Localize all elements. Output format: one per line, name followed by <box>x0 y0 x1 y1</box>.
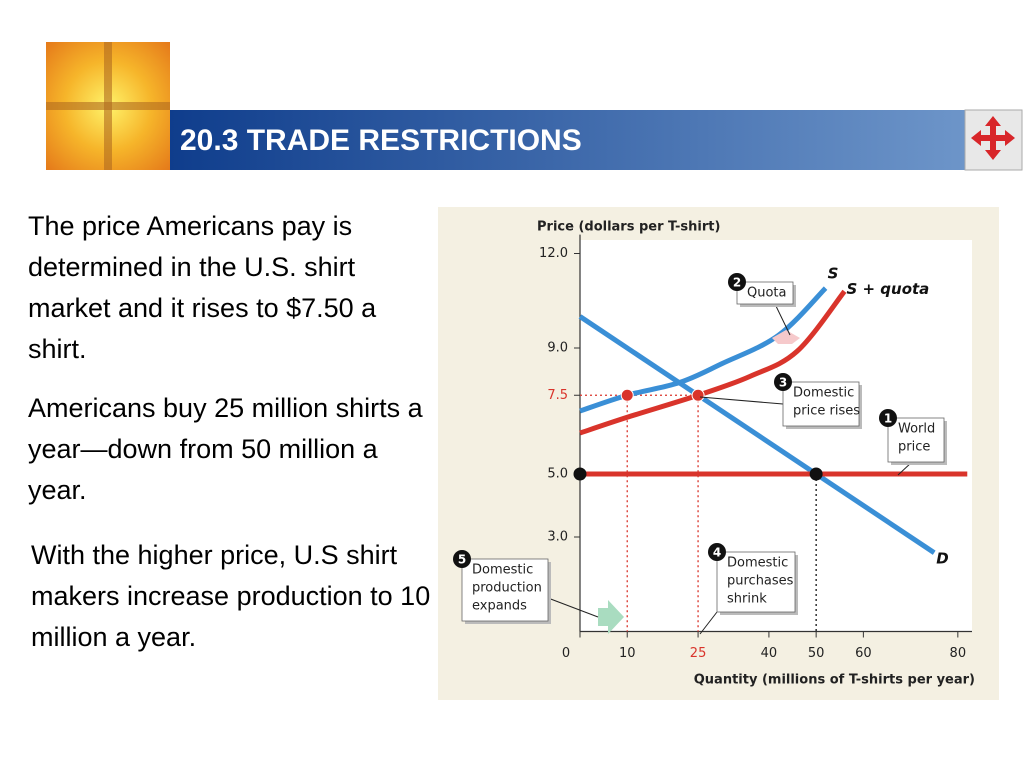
point <box>809 467 823 481</box>
annotation-text: expands <box>472 599 527 614</box>
series-label: D <box>936 549 948 567</box>
annotation-text: Domestic <box>472 563 533 578</box>
leader-line <box>699 611 718 635</box>
point <box>620 388 634 402</box>
series-label: S + quota <box>846 280 929 298</box>
x-tick-label: 60 <box>855 646 872 661</box>
annotation-box <box>461 558 549 622</box>
logo-bar <box>46 102 170 110</box>
series-line <box>579 289 847 436</box>
annotation-text: Quota <box>747 286 787 301</box>
annotation-number: 3 <box>779 376 787 390</box>
paragraph: With the higher price, U.S shirt makers … <box>31 540 431 652</box>
series-label: S <box>828 265 839 283</box>
x-tick-label: 80 <box>950 646 967 661</box>
quota-arrow <box>772 330 800 344</box>
x-tick-label: 0 <box>562 646 570 661</box>
paragraph: Americans buy 25 million shirts a year—d… <box>28 393 423 505</box>
leader-line <box>774 303 791 336</box>
y-axis-title: Price (dollars per T-shirt) <box>537 220 720 235</box>
leader-line <box>547 597 599 618</box>
leader-line <box>699 396 784 405</box>
title-bar <box>170 110 965 170</box>
annotation-text: World <box>898 422 935 437</box>
annotation-text: shrink <box>727 592 767 607</box>
annotation-number: 4 <box>713 546 721 560</box>
expand-arrow <box>598 600 624 634</box>
annotation-text: price <box>898 440 930 455</box>
plot-area <box>580 240 972 632</box>
annotation-number: 1 <box>884 412 892 426</box>
x-tick-label: 50 <box>808 646 825 661</box>
annotation-box <box>736 281 794 305</box>
annotation-number: 5 <box>458 553 466 567</box>
annotation-shadow <box>720 555 798 615</box>
annotation-text: Domestic <box>793 386 854 401</box>
point <box>691 388 705 402</box>
y-tick-label: 3.0 <box>547 530 568 545</box>
chart-panel <box>438 207 999 700</box>
annotation-badge <box>728 273 746 291</box>
annotation-badge <box>879 409 897 427</box>
annotation-shadow <box>786 385 862 429</box>
point <box>573 467 587 481</box>
nav-icon[interactable] <box>971 116 1015 160</box>
annotation-text: price rises <box>793 404 860 419</box>
series-line <box>579 286 828 414</box>
annotation-shadow <box>740 285 796 307</box>
y-tick-label: 12.0 <box>539 246 568 261</box>
paragraph: The price Americans pay is determined in… <box>28 211 377 364</box>
y-tick-label: 5.0 <box>547 467 568 482</box>
annotation-badge <box>774 373 792 391</box>
header: 20.3 TRADE RESTRICTIONS <box>46 42 1023 171</box>
x-tick-label: 25 <box>690 646 707 661</box>
annotation-badge <box>453 550 471 568</box>
annotation-box <box>782 381 860 427</box>
annotation-text: production <box>472 581 542 596</box>
annotation-shadow <box>465 562 551 624</box>
series-line <box>578 314 936 555</box>
annotation-text: purchases <box>727 574 794 589</box>
annotation-shadow <box>891 421 947 465</box>
annotation-text: Domestic <box>727 556 788 571</box>
annotation-box <box>887 417 945 463</box>
x-tick-label: 40 <box>761 646 778 661</box>
annotation-number: 2 <box>733 276 741 290</box>
x-tick-label: 10 <box>619 646 636 661</box>
y-tick-label: 9.0 <box>547 341 568 356</box>
annotation-box <box>716 551 796 613</box>
slide-title: 20.3 TRADE RESTRICTIONS <box>180 124 582 157</box>
annotation-badge <box>708 543 726 561</box>
leader-line <box>897 461 913 476</box>
x-axis-title: Quantity (millions of T-shirts per year) <box>694 673 975 688</box>
y-tick-label: 7.5 <box>547 388 568 403</box>
